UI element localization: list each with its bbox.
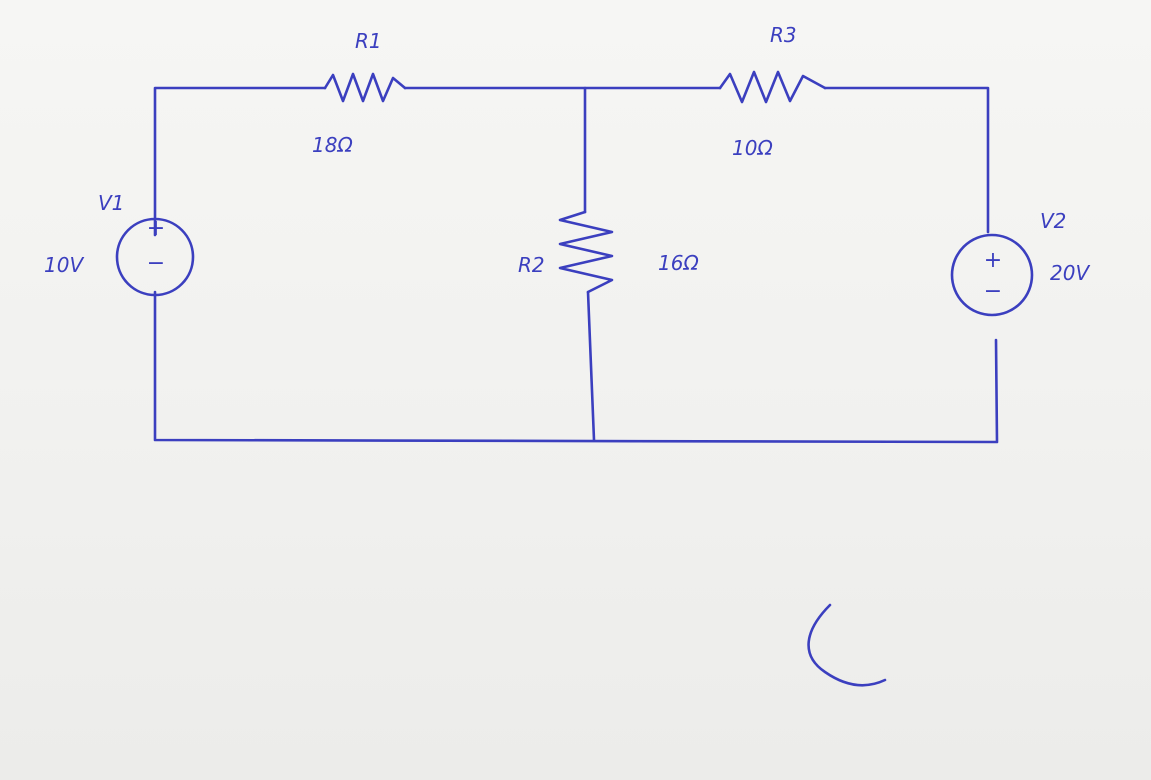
v1-plus-sign: + [147, 216, 165, 241]
voltage-source-v1: + − [115, 216, 195, 297]
resistor-r2 [558, 210, 614, 294]
v2-plus-sign: + [984, 248, 1002, 273]
resistor-r1 [323, 72, 407, 103]
v1-label: V1 [98, 191, 124, 215]
source-v1-circle [115, 217, 195, 297]
voltage-source-v2: + − [950, 233, 1034, 317]
source-v2-circle [950, 233, 1034, 317]
wire-right-top [823, 86, 990, 234]
v1-value: 10V [44, 253, 84, 277]
v2-value: 20V [1050, 261, 1090, 285]
r3-value: 10Ω [732, 136, 773, 160]
r2-label: R2 [518, 253, 545, 277]
wires [153, 86, 999, 444]
stray-pen-mark [807, 603, 887, 687]
v2-minus-sign: − [984, 279, 1002, 304]
resistor-r3 [718, 70, 827, 104]
v2-label: V2 [1040, 209, 1066, 233]
wire-left-top [153, 86, 327, 237]
wire-r2-bottom [586, 290, 596, 442]
r3-label: R3 [770, 23, 797, 47]
r1-label: R1 [355, 29, 382, 53]
v1-minus-sign: − [147, 251, 165, 276]
wire-bottom [153, 290, 999, 444]
r2-value: 16Ω [658, 251, 699, 275]
r1-value: 18Ω [312, 133, 353, 157]
